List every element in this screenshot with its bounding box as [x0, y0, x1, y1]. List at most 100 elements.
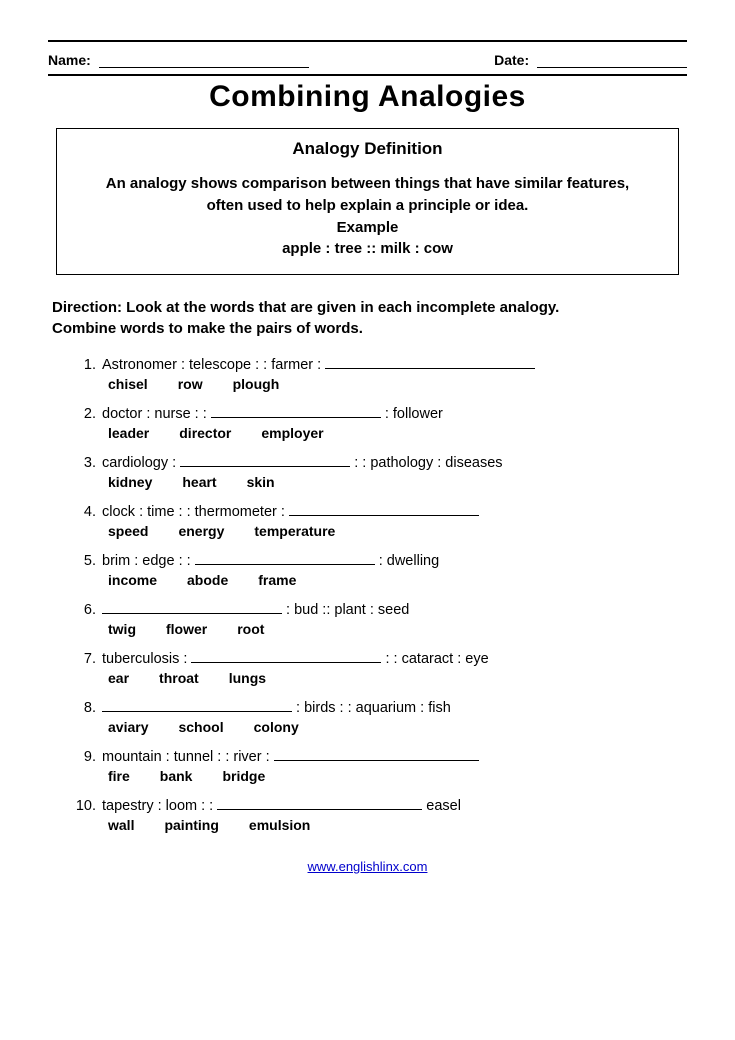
- answer-blank[interactable]: [102, 600, 282, 614]
- option-word: speed: [108, 523, 148, 539]
- question-after: : dwelling: [375, 553, 439, 569]
- question-after: : : cataract : eye: [381, 651, 488, 667]
- option-word: plough: [233, 376, 280, 392]
- option-word: twig: [108, 621, 136, 637]
- question-number: 1.: [74, 357, 96, 373]
- option-word: bridge: [222, 768, 265, 784]
- question-text: cardiology : : : pathology : diseases: [102, 453, 687, 471]
- question-number: 4.: [74, 504, 96, 520]
- question-number: 7.: [74, 651, 96, 667]
- answer-blank[interactable]: [211, 404, 381, 418]
- question-before: tapestry : loom : :: [102, 798, 217, 814]
- definition-heading: Analogy Definition: [79, 139, 656, 159]
- directions-line2: Combine words to make the pairs of words…: [52, 318, 683, 339]
- question-after: easel: [422, 798, 461, 814]
- question-line: 2. doctor : nurse : : : follower: [74, 404, 687, 422]
- question-text: clock : time : : thermometer :: [102, 502, 687, 520]
- option-word: income: [108, 572, 157, 588]
- date-blank[interactable]: [537, 67, 687, 68]
- name-field: Name:: [48, 52, 309, 68]
- option-word: kidney: [108, 474, 152, 490]
- answer-blank[interactable]: [325, 355, 535, 369]
- question-after: : birds : : aquarium : fish: [292, 700, 451, 716]
- question-number: 6.: [74, 602, 96, 618]
- option-word: painting: [164, 817, 218, 833]
- question-number: 2.: [74, 406, 96, 422]
- question-options: leader director employer: [108, 425, 687, 441]
- question-item: 8. : birds : : aquarium : fishaviaryscho…: [74, 698, 687, 735]
- page-title: Combining Analogies: [48, 80, 687, 114]
- option-word: lungs: [229, 670, 266, 686]
- directions-line1: Direction: Look at the words that are gi…: [52, 297, 683, 318]
- question-text: : birds : : aquarium : fish: [102, 698, 687, 716]
- question-text: tuberculosis : : : cataract : eye: [102, 649, 687, 667]
- question-before: mountain : tunnel : : river :: [102, 749, 274, 765]
- question-after: : follower: [381, 406, 443, 422]
- question-options: fire bank bridge: [108, 768, 687, 784]
- option-word: throat: [159, 670, 199, 686]
- question-options: speed energy temperature: [108, 523, 687, 539]
- option-word: heart: [182, 474, 216, 490]
- question-item: 4. clock : time : : thermometer : speed en…: [74, 502, 687, 539]
- option-word: leader: [108, 425, 149, 441]
- question-options: aviary school colony: [108, 719, 687, 735]
- question-before: brim : edge : :: [102, 553, 195, 569]
- question-line: 1. Astronomer : telescope : : farmer :: [74, 355, 687, 373]
- footer-link[interactable]: www.englishlinx.com: [308, 859, 428, 874]
- option-word: school: [178, 719, 223, 735]
- question-options: kidney heart skin: [108, 474, 687, 490]
- question-text: tapestry : loom : : easel: [102, 796, 687, 814]
- option-word: bank: [160, 768, 193, 784]
- option-word: fire: [108, 768, 130, 784]
- question-line: 3. cardiology : : : pathology : diseases: [74, 453, 687, 471]
- header-fields: Name: Date:: [48, 52, 687, 68]
- option-word: temperature: [254, 523, 335, 539]
- question-before: tuberculosis :: [102, 651, 191, 667]
- question-item: 10.tapestry : loom : : easelwallpainting…: [74, 796, 687, 833]
- option-word: wall: [108, 817, 134, 833]
- option-word: employer: [261, 425, 323, 441]
- question-after: : : pathology : diseases: [350, 455, 502, 471]
- option-word: director: [179, 425, 231, 441]
- example-text: apple : tree :: milk : cow: [79, 238, 656, 260]
- date-label: Date:: [494, 52, 529, 68]
- definition-box: Analogy Definition An analogy shows comp…: [56, 128, 679, 275]
- questions-list: 1.Astronomer : telescope : : farmer : ch…: [48, 355, 687, 833]
- answer-blank[interactable]: [180, 453, 350, 467]
- question-line: 5. brim : edge : : : dwelling: [74, 551, 687, 569]
- name-blank[interactable]: [99, 67, 309, 68]
- question-text: doctor : nurse : : : follower: [102, 404, 687, 422]
- question-before: doctor : nurse : :: [102, 406, 211, 422]
- question-item: 9. mountain : tunnel : : river : fire bank…: [74, 747, 687, 784]
- option-word: aviary: [108, 719, 148, 735]
- option-word: skin: [247, 474, 275, 490]
- top-rule: [48, 40, 687, 42]
- question-options: chiselrowplough: [108, 376, 687, 392]
- question-line: 4. clock : time : : thermometer :: [74, 502, 687, 520]
- question-item: 6. : bud :: plant : seedtwigflowerroot: [74, 600, 687, 637]
- answer-blank[interactable]: [289, 502, 479, 516]
- answer-blank[interactable]: [195, 551, 375, 565]
- option-word: colony: [254, 719, 299, 735]
- definition-body: An analogy shows comparison between thin…: [79, 173, 656, 260]
- example-label: Example: [79, 217, 656, 239]
- question-number: 3.: [74, 455, 96, 471]
- question-before: Astronomer : telescope : : farmer :: [102, 357, 325, 373]
- option-word: frame: [258, 572, 296, 588]
- answer-blank[interactable]: [102, 698, 292, 712]
- question-number: 5.: [74, 553, 96, 569]
- directions: Direction: Look at the words that are gi…: [48, 297, 687, 339]
- option-word: energy: [178, 523, 224, 539]
- answer-blank[interactable]: [217, 796, 422, 810]
- question-item: 3. cardiology : : : pathology : diseases k…: [74, 453, 687, 490]
- question-options: twig flower root: [108, 621, 687, 637]
- answer-blank[interactable]: [274, 747, 479, 761]
- option-word: root: [237, 621, 264, 637]
- name-label: Name:: [48, 52, 91, 68]
- option-word: row: [178, 376, 203, 392]
- answer-blank[interactable]: [191, 649, 381, 663]
- question-line: 9. mountain : tunnel : : river :: [74, 747, 687, 765]
- option-word: flower: [166, 621, 207, 637]
- option-word: ear: [108, 670, 129, 686]
- question-number: 9.: [74, 749, 96, 765]
